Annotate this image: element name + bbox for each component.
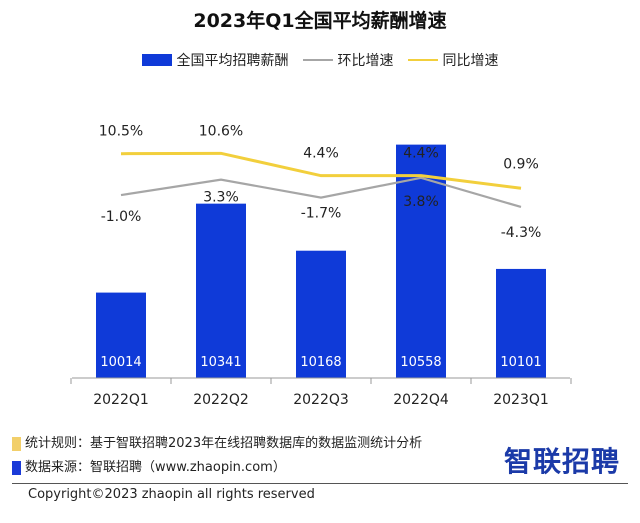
yoy-label: 4.4% <box>403 146 439 162</box>
legend-label: 全国平均招聘薪酬 <box>176 53 289 69</box>
legend-swatch-yoy <box>407 59 438 61</box>
bar <box>496 268 546 378</box>
yoy-label: 10.5% <box>99 124 143 140</box>
legend-item-bar: 全国平均招聘薪酬 <box>141 50 289 70</box>
legend-swatch-mom <box>302 59 333 61</box>
bar <box>296 250 346 378</box>
mom-label: -1.0% <box>101 209 142 225</box>
x-tick-label: 2022Q4 <box>393 392 449 408</box>
bar <box>96 292 146 378</box>
yoy-line <box>120 151 522 190</box>
x-tick-label: 2022Q2 <box>193 392 249 408</box>
legend-label: 环比增速 <box>337 53 394 69</box>
legend-item-mom: 环比增速 <box>302 50 394 70</box>
note-swatch-blue <box>12 461 21 475</box>
note-rule: 统计规则：基于智联招聘2023年在线招聘数据库的数据监测统计分析 <box>12 432 422 456</box>
note-source-text: 数据来源：智联招聘（www.zhaopin.com） <box>25 460 286 475</box>
note-source: 数据来源：智联招聘（www.zhaopin.com） <box>12 456 422 480</box>
mom-line <box>120 176 522 209</box>
legend: 全国平均招聘薪酬 环比增速 同比增速 <box>0 50 640 70</box>
mom-label: -4.3% <box>501 225 542 241</box>
bar-label: 10341 <box>200 355 241 370</box>
mom-label: 3.8% <box>403 194 439 210</box>
bar-label: 10101 <box>500 355 541 370</box>
legend-item-yoy: 同比增速 <box>407 50 499 70</box>
legend-label: 同比增速 <box>442 53 499 69</box>
bar-label: 10014 <box>100 355 141 370</box>
yoy-label: 4.4% <box>303 146 339 162</box>
legend-swatch-bar <box>141 54 172 66</box>
bar <box>196 203 246 378</box>
note-swatch-yellow <box>12 437 21 451</box>
yoy-label: 0.9% <box>503 156 539 172</box>
plot-area: 2022Q1 2022Q2 2022Q3 2022Q4 2023Q1 10014 10341… <box>70 123 572 408</box>
divider <box>12 483 628 484</box>
x-tick-label: 2023Q1 <box>493 392 549 408</box>
bar-label: 10558 <box>400 355 441 370</box>
x-tick-label: 2022Q3 <box>293 392 349 408</box>
mom-label: -1.7% <box>301 206 342 222</box>
mom-label: 3.3% <box>203 190 239 206</box>
notes: 统计规则：基于智联招聘2023年在线招聘数据库的数据监测统计分析 数据来源：智联… <box>12 432 422 480</box>
zhaopin-logo: 智联招聘 <box>503 445 620 478</box>
x-tick-label: 2022Q1 <box>93 392 149 408</box>
note-rule-text: 统计规则：基于智联招聘2023年在线招聘数据库的数据监测统计分析 <box>25 436 423 451</box>
bar-label: 10168 <box>300 355 341 370</box>
copyright: Copyright©2023 zhaopin all rights reserv… <box>28 487 315 502</box>
bar <box>396 144 446 378</box>
yoy-label: 10.6% <box>199 123 243 139</box>
chart-title: 2023年Q1全国平均薪酬增速 <box>193 10 447 32</box>
